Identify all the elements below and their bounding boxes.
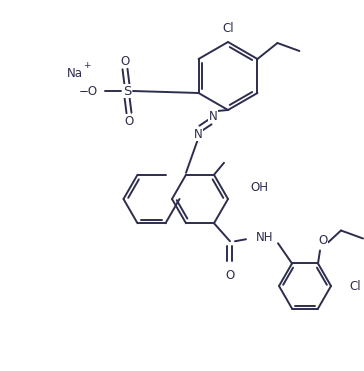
- Text: Na: Na: [67, 66, 83, 79]
- Text: +: +: [83, 60, 91, 69]
- Text: Cl: Cl: [349, 279, 361, 292]
- Text: O: O: [120, 55, 130, 68]
- Text: NH: NH: [256, 231, 273, 244]
- Text: O: O: [225, 269, 235, 282]
- Text: OH: OH: [250, 181, 268, 194]
- Text: O: O: [124, 115, 134, 128]
- Text: Cl: Cl: [222, 22, 234, 35]
- Text: −O: −O: [79, 85, 98, 98]
- Text: S: S: [123, 85, 131, 98]
- Text: O: O: [318, 234, 328, 247]
- Text: N: N: [209, 109, 217, 122]
- Text: N: N: [194, 128, 202, 141]
